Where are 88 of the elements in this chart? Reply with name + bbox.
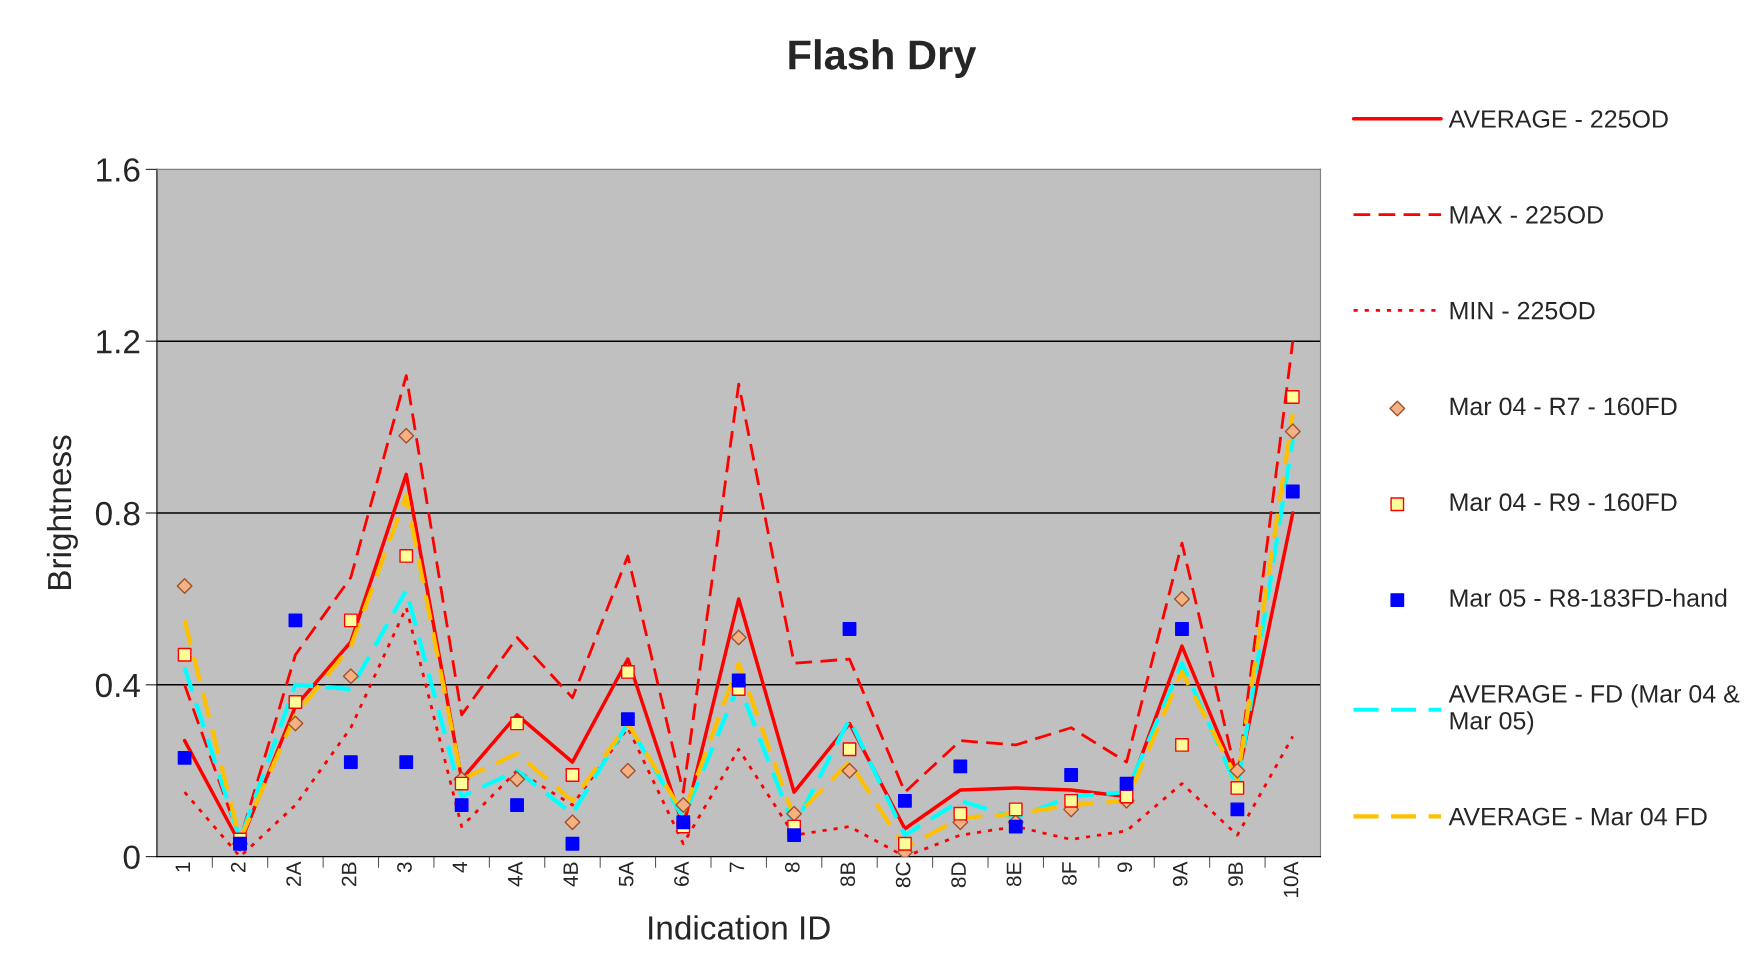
x-tick-label: 7 [729, 862, 745, 872]
point [288, 695, 303, 709]
legend-label: MAX - 225OD [1450, 205, 1603, 224]
line-series [183, 606, 1295, 857]
point [177, 750, 192, 765]
point [1285, 484, 1300, 499]
x-tick-label: 2A [286, 861, 301, 886]
point [842, 742, 857, 757]
point [343, 755, 358, 770]
legend-label: Mar 04 - R9 - 160FD [1450, 493, 1677, 512]
point [565, 836, 580, 851]
point [509, 771, 526, 788]
x-tick-label: 2B [341, 862, 357, 886]
point [510, 716, 524, 731]
point [454, 798, 469, 812]
point [1119, 776, 1134, 791]
point [399, 549, 414, 563]
point [564, 814, 581, 831]
point [1173, 590, 1190, 607]
point [619, 762, 636, 779]
point [842, 622, 857, 636]
point [1175, 622, 1189, 636]
y-tick-label: 0 [123, 845, 140, 870]
point [1064, 793, 1079, 808]
point [1064, 768, 1079, 782]
point [342, 668, 359, 685]
point [287, 715, 304, 732]
chart-title: Flash Dry [789, 39, 977, 78]
point [953, 806, 968, 821]
y-tick-label: 1.2 [97, 329, 140, 354]
legend-label: Mar 04 - R7 - 160FD [1450, 397, 1677, 416]
point [898, 793, 912, 808]
point [177, 647, 192, 662]
point [953, 759, 968, 774]
x-tick-label: 4 [452, 862, 468, 873]
x-tick-label: 4B [563, 862, 578, 887]
point [398, 427, 415, 444]
x-tick-label: 9B [1228, 862, 1243, 886]
x-tick-label: 1 [175, 862, 190, 872]
x-tick-label: 5A [618, 861, 634, 887]
legend-label: Mar 05 - R8-183FD-hand [1450, 588, 1727, 607]
point [620, 665, 635, 679]
point [399, 755, 414, 770]
point [288, 613, 303, 628]
x-tick-label: 8 [784, 862, 800, 873]
y-tick-label: 0.8 [95, 501, 140, 526]
point [620, 712, 635, 727]
x-tick-label: 10A [1283, 861, 1299, 897]
y-tick-label: 1.6 [97, 158, 140, 182]
x-tick-label: 9 [1117, 862, 1133, 873]
x-tick-label: 8B [840, 862, 856, 887]
x-tick-label: 3 [397, 862, 412, 873]
y-tick-label: 0.4 [95, 673, 140, 698]
point [787, 828, 802, 843]
x-tick-label: 8D [951, 862, 966, 888]
point [731, 673, 746, 688]
x-tick-label: 8E [1006, 862, 1022, 887]
x-tick-label: 4A [508, 861, 523, 887]
point [343, 613, 358, 628]
point [1284, 423, 1301, 440]
point [1008, 802, 1023, 817]
point [1230, 802, 1245, 817]
legend-label: AVERAGE - Mar 04 FD [1448, 807, 1707, 826]
x-tick-label: 6A [674, 861, 689, 886]
x-tick-label: 8C [895, 862, 911, 888]
point [841, 762, 858, 779]
point [786, 805, 803, 822]
point [1285, 390, 1300, 404]
point [565, 768, 580, 782]
point [1008, 819, 1023, 834]
x-tick-label: 8F [1061, 862, 1077, 885]
point [1230, 780, 1245, 795]
point [730, 629, 747, 646]
point [1229, 762, 1246, 779]
point [898, 836, 912, 851]
point [510, 798, 524, 812]
legend-label: MIN - 225OD [1450, 301, 1595, 320]
point [454, 776, 469, 791]
legend-label: AVERAGE - 225OD [1448, 110, 1668, 128]
point [676, 815, 691, 830]
legend-label: AVERAGE - FD (Mar 04 & Mar 05) [1448, 684, 1740, 735]
x-tick-label: 9A [1172, 861, 1188, 886]
point [675, 797, 692, 814]
x-axis-title: Indication ID [649, 915, 830, 940]
y-axis-title: Brightness [46, 435, 78, 589]
point [176, 578, 193, 594]
point [1175, 738, 1189, 752]
x-tick-label: 2 [230, 862, 246, 873]
